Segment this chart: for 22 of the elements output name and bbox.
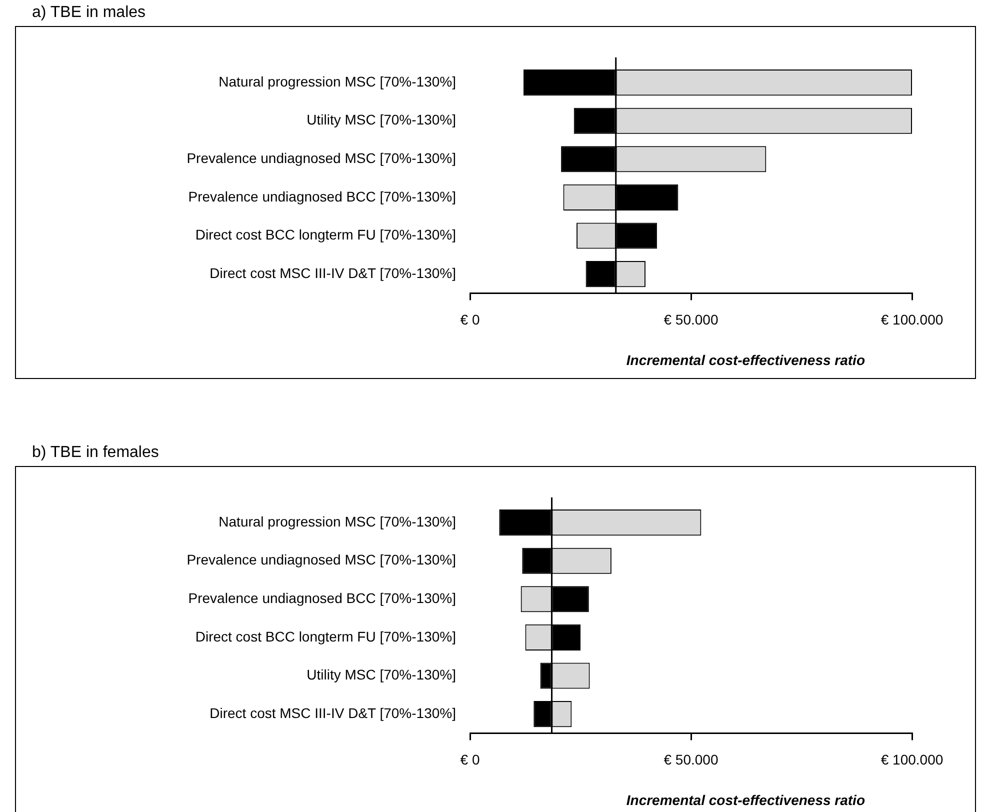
x-axis-title: Incremental cost-effectiveness ratio [626, 352, 865, 368]
y-tick-label: Prevalence undiagnosed BCC [70%-130%] [188, 590, 456, 606]
y-tick-label: Utility MSC [70%-130%] [306, 666, 456, 683]
x-tick-label: € 100.000 [880, 311, 944, 328]
y-tick-label: Prevalence undiagnosed BCC [70%-130%] [188, 188, 456, 204]
y-tick-label: Prevalence undiagnosed MSC [70%-130%] [186, 150, 456, 166]
text: a) TBE in males [32, 4, 146, 22]
y-tick-label: Natural progression MSC [70%-130%] [218, 73, 456, 90]
x-tick-label: € 50.000 [664, 751, 718, 768]
x-axis-title: Incremental cost-effectiveness ratio [626, 792, 865, 808]
y-tick-label: Direct cost MSC III-IV D&T [70%-130%] [210, 264, 456, 281]
text: b) TBE in females [32, 444, 159, 462]
x-tick-label: € 100.000 [880, 751, 944, 768]
y-tick-label: Direct cost MSC III-IV D&T [70%-130%] [210, 704, 456, 721]
x-tick-label: € 50.000 [664, 311, 718, 328]
x-tick-label: € 0 [460, 751, 480, 768]
x-tick-label: € 0 [460, 311, 480, 328]
y-tick-label: Prevalence undiagnosed MSC [70%-130%] [186, 552, 456, 568]
y-tick-label: Direct cost BCC longterm FU [70%-130%] [195, 226, 456, 243]
y-tick-label: Utility MSC [70%-130%] [306, 112, 456, 128]
y-tick-label: Direct cost BCC longterm FU [70%-130%] [195, 628, 456, 644]
y-tick-label: Natural progression MSC [70%-130%] [218, 513, 456, 530]
